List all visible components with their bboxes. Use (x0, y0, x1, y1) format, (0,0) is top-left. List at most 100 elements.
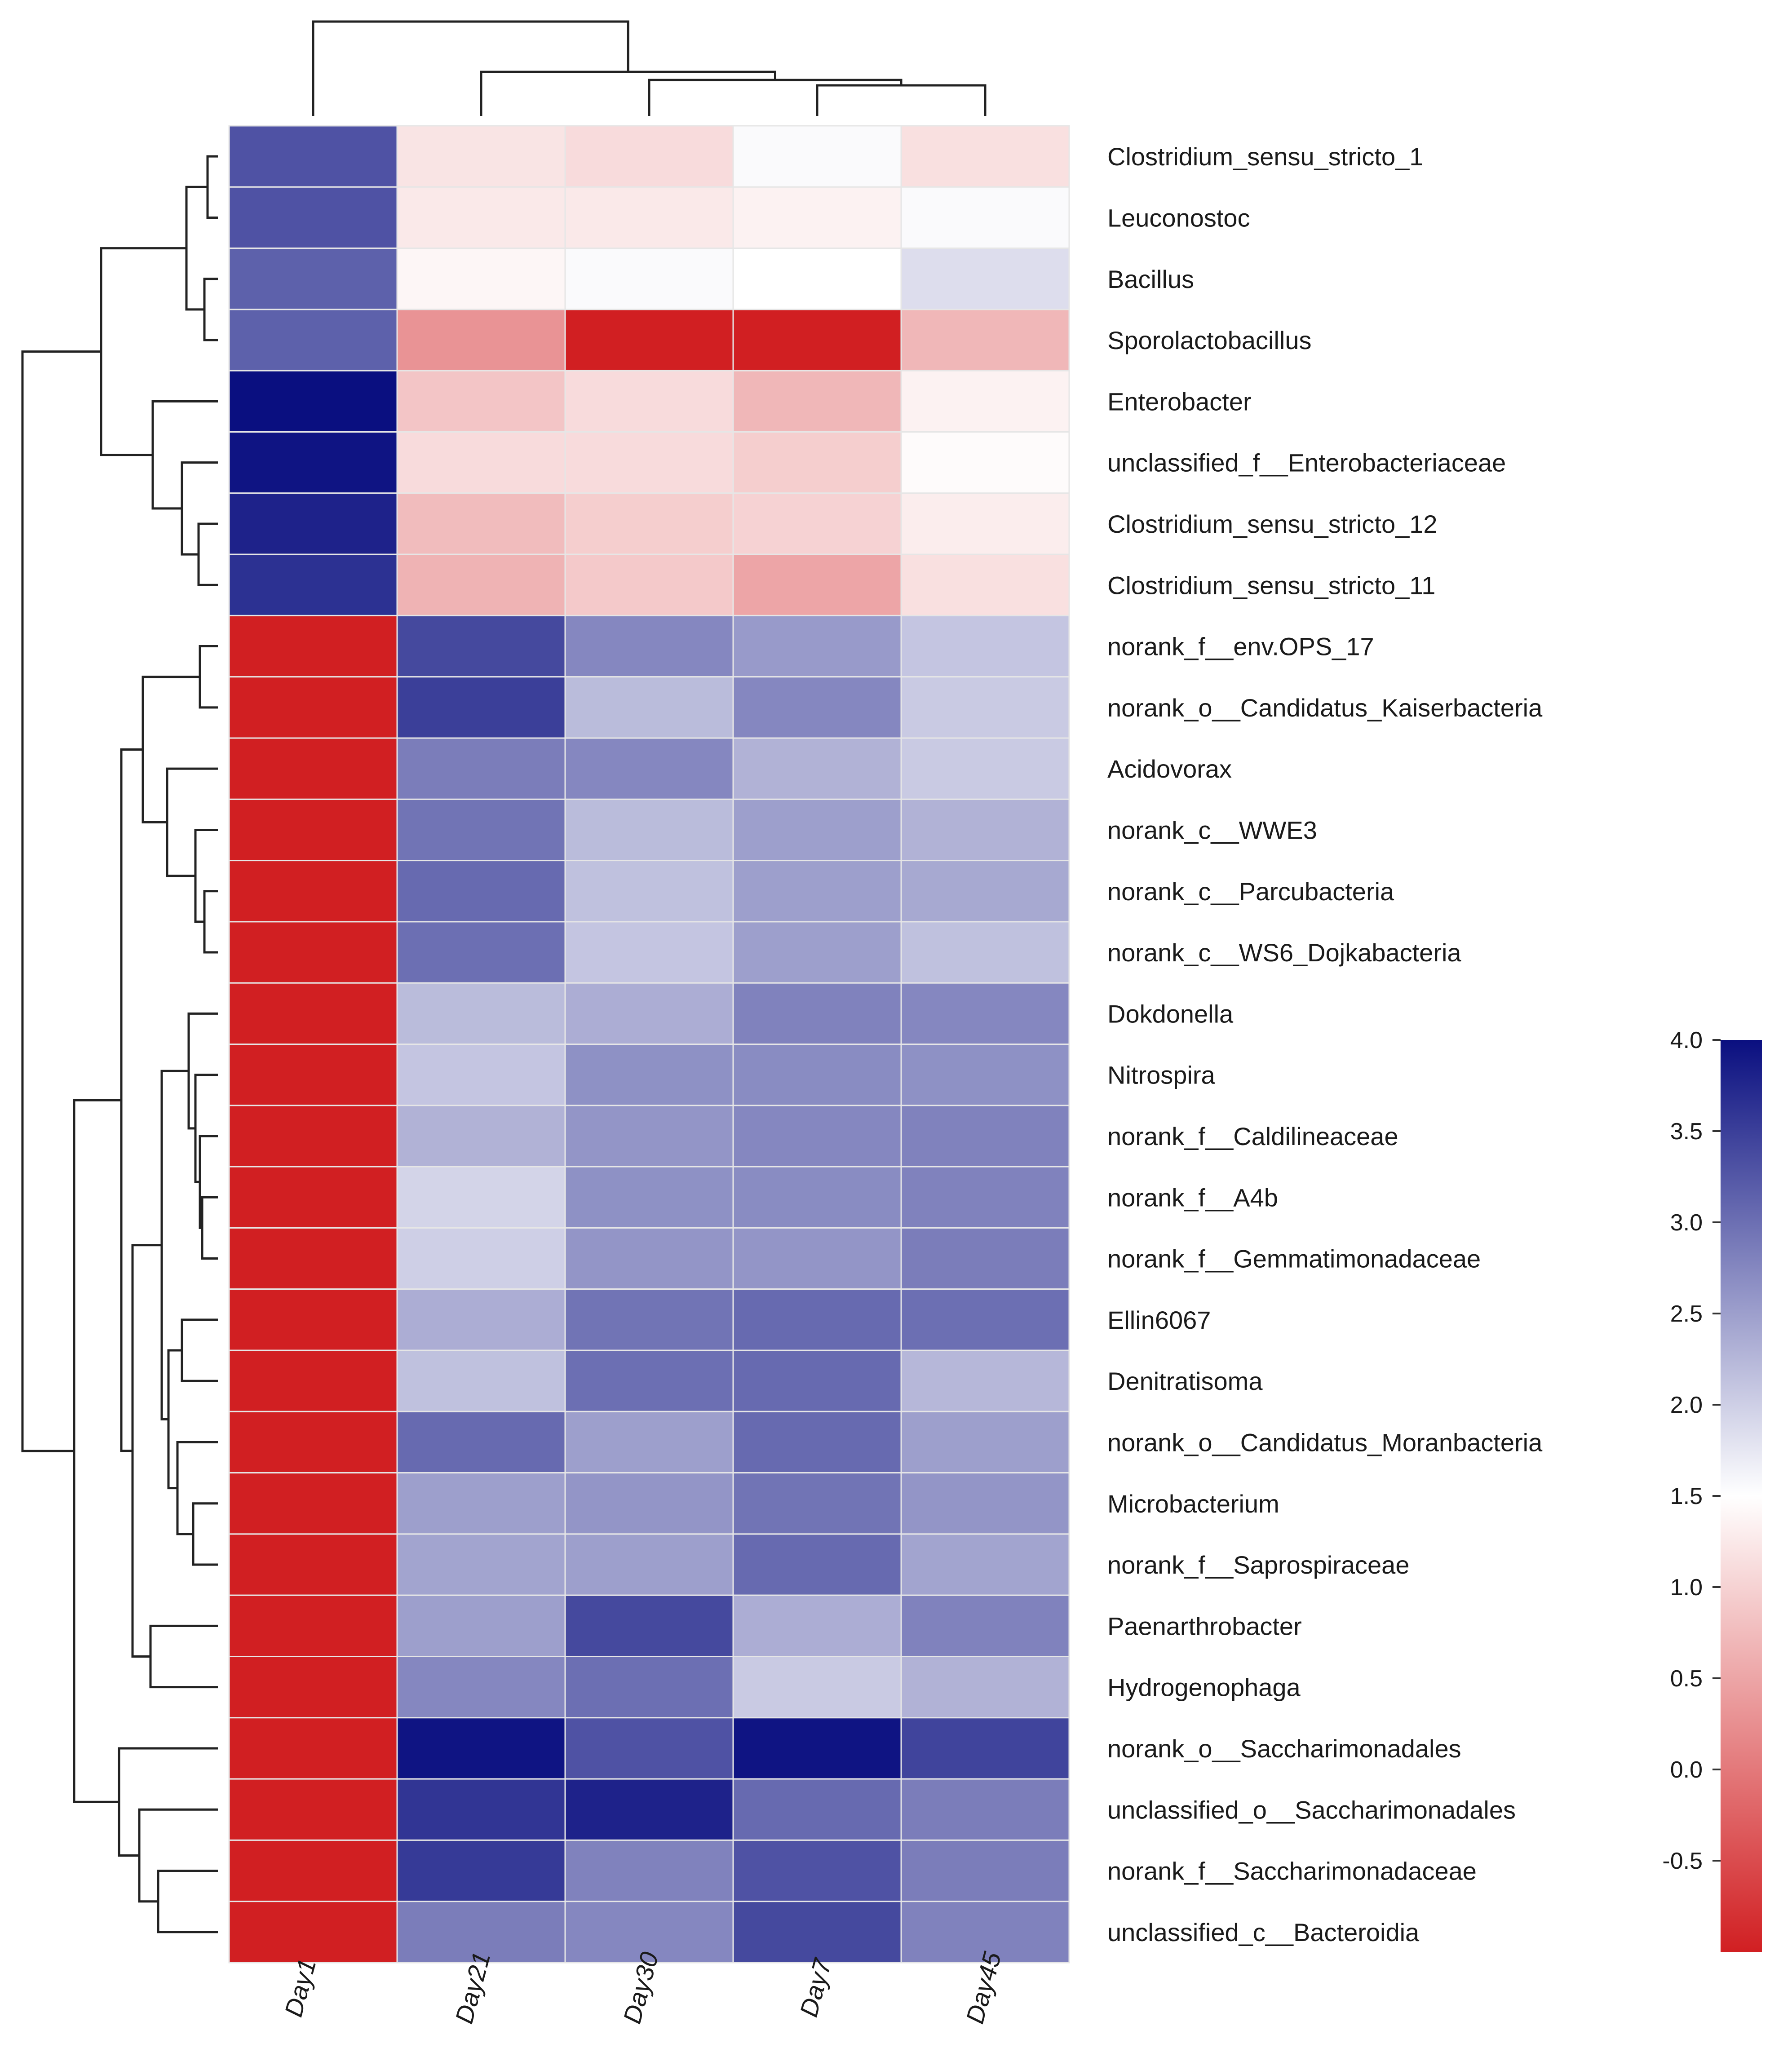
heatmap-cell (396, 798, 566, 862)
dendrogram-link (206, 155, 218, 219)
row-label: norank_c__WS6_Dojkabacteria (1107, 938, 1461, 967)
heatmap-cell (900, 860, 1070, 923)
heatmap-cell (396, 1717, 566, 1780)
heatmap-cell (732, 676, 902, 739)
row-label: Ellin6067 (1107, 1306, 1211, 1334)
dendrogram-link (100, 247, 186, 456)
dendrogram-link (142, 676, 200, 823)
heatmap-cell (228, 1105, 398, 1168)
heatmap-cell (228, 370, 398, 433)
dendrogram-link (197, 522, 218, 586)
row-label: norank_f__Caldilineaceae (1107, 1122, 1398, 1150)
heatmap-cell (396, 737, 566, 800)
heatmap-cell (900, 125, 1070, 188)
heatmap-cell (564, 1839, 734, 1902)
dendrogram-link (73, 1099, 121, 1803)
row-labels: Clostridium_sensu_stricto_1 Leuconostoc Ba… (1107, 142, 1543, 1946)
row-label: norank_f__Gemmatimonadaceae (1107, 1245, 1481, 1273)
heatmap-cell (564, 248, 734, 310)
row-label: norank_o__Saccharimonadales (1107, 1734, 1461, 1763)
heatmap-cell (228, 1166, 398, 1229)
column-dendrogram (312, 20, 987, 116)
heatmap-cell (396, 1839, 566, 1902)
row-label: unclassified_o__Saccharimonadales (1107, 1796, 1516, 1824)
heatmap-cell (732, 1411, 902, 1474)
colorbar-tick-label: 0.0 (1670, 1757, 1703, 1783)
heatmap-cell (732, 798, 902, 862)
row-label: Denitratisoma (1107, 1367, 1263, 1395)
heatmap-cell (228, 1044, 398, 1106)
heatmap-cell (228, 1717, 398, 1780)
heatmap-cell (564, 1411, 734, 1474)
heatmap-cell (228, 309, 398, 372)
colorbar-tick-label: 4.0 (1670, 1027, 1703, 1053)
heatmap-cell (564, 1717, 734, 1780)
colorbar-tick-label: 3.0 (1670, 1210, 1703, 1236)
heatmap-cell (396, 1472, 566, 1535)
heatmap-cell (732, 1349, 902, 1412)
dendrogram-link (166, 767, 218, 877)
row-label: Enterobacter (1107, 387, 1252, 416)
heatmap-cell (228, 248, 398, 310)
colorbar-tick-label: 2.5 (1670, 1301, 1703, 1327)
heatmap-cell (228, 1533, 398, 1596)
heatmap-cell (732, 921, 902, 984)
heatmap-cell (396, 921, 566, 984)
heatmap-cell (732, 1105, 902, 1168)
heatmap-cell (564, 1105, 734, 1168)
heatmap-cell (228, 737, 398, 800)
heatmap-cell (732, 615, 902, 678)
heatmap-cell (732, 737, 902, 800)
heatmap-cell (900, 492, 1070, 555)
heatmap-cell (900, 1778, 1070, 1841)
heatmap-cell (564, 676, 734, 739)
heatmap-cell (564, 921, 734, 984)
dendrogram-link (138, 1808, 218, 1903)
heatmap-cell (396, 676, 566, 739)
heatmap-cell (396, 1594, 566, 1657)
heatmap-cell (228, 1901, 398, 1964)
heatmap-cell (900, 1349, 1070, 1412)
colorbar-legend: 4.0 3.5 3.0 2.5 2.0 1.5 1.0 0.5 0.0 -0.5 (1662, 1027, 1762, 1952)
heatmap-cell (228, 1839, 398, 1902)
heatmap-cell (564, 860, 734, 923)
row-label: norank_f__Saccharimonadaceae (1107, 1857, 1477, 1885)
heatmap-cell (732, 1778, 902, 1841)
heatmap-cell (900, 1227, 1070, 1290)
heatmap-cell (396, 1656, 566, 1719)
dendrogram-link (312, 20, 629, 116)
heatmap-cell (564, 737, 734, 800)
dendrogram-link (192, 1502, 218, 1566)
heatmap-cell (564, 1288, 734, 1351)
dendrogram-link (816, 84, 987, 116)
heatmap-cell (396, 309, 566, 372)
heatmap-cell (900, 431, 1070, 494)
row-label: Acidovorax (1107, 755, 1232, 783)
dendrogram-link (201, 1196, 218, 1260)
row-label: unclassified_c__Bacteroidia (1107, 1918, 1420, 1946)
heatmap-cell (396, 248, 566, 310)
heatmap-cell (564, 1778, 734, 1841)
row-dendrogram (21, 155, 218, 1933)
heatmap-cell (564, 615, 734, 678)
colorbar-tick-label: 2.0 (1670, 1392, 1703, 1418)
row-label: norank_c__WWE3 (1107, 816, 1317, 844)
dendrogram-link (480, 71, 776, 116)
heatmap-cell (396, 1166, 566, 1229)
row-label: Nitrospira (1107, 1061, 1215, 1089)
heatmap-cell (900, 1044, 1070, 1106)
dendrogram-link (21, 350, 101, 1452)
heatmap-cell (732, 1533, 902, 1596)
row-label: norank_f__Saprospiraceae (1107, 1551, 1409, 1579)
row-label: norank_o__Candidatus_Kaiserbacteria (1107, 694, 1543, 722)
heatmap-cell (732, 248, 902, 310)
heatmap-cell (900, 921, 1070, 984)
dendrogram-link (118, 1747, 218, 1857)
dendrogram-link (157, 1870, 218, 1933)
heatmap-cell (564, 798, 734, 862)
column-label: Day1 (279, 1956, 322, 2020)
heatmap-cell (228, 615, 398, 678)
heatmap-cell (900, 737, 1070, 800)
heatmap-cell (396, 1227, 566, 1290)
